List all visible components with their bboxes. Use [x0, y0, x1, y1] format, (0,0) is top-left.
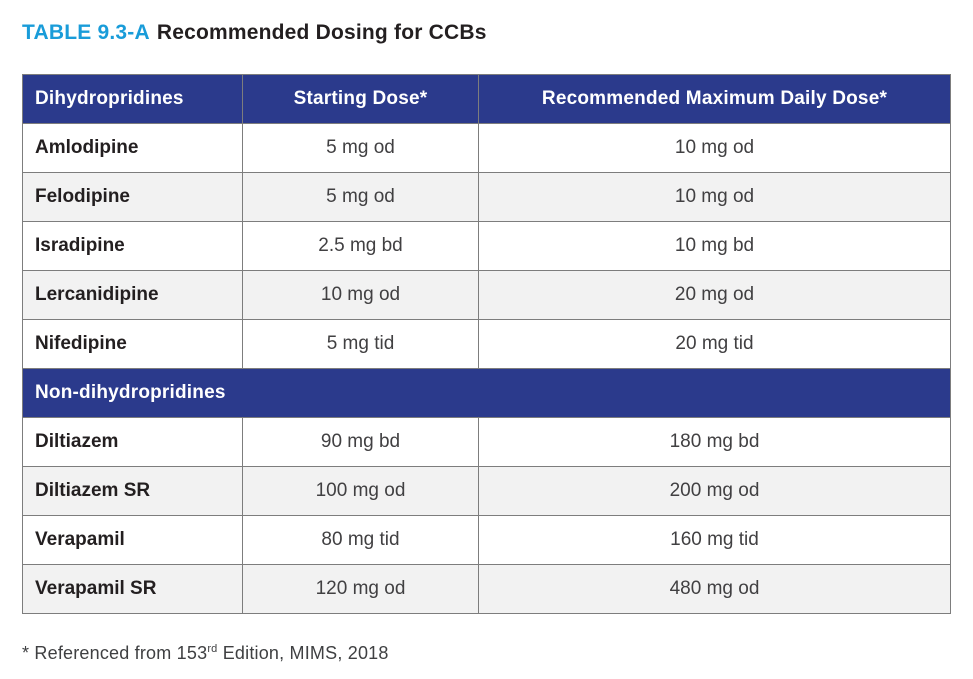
starting-dose-cell: 5 mg od	[242, 172, 479, 222]
drug-name-cell: Amlodipine	[22, 123, 243, 173]
max-dose-cell: 10 mg bd	[478, 221, 951, 271]
footnote-suffix: Edition, MIMS, 2018	[217, 643, 389, 663]
table-row-diltiazem: Diltiazem 90 mg bd 180 mg bd	[22, 417, 951, 467]
section-header-non-dihydropridines: Non-dihydropridines	[22, 368, 951, 418]
table-row-lercanidipine: Lercanidipine 10 mg od 20 mg od	[22, 270, 951, 320]
max-dose-cell: 160 mg tid	[478, 515, 951, 565]
table-row-verapamil-sr: Verapamil SR 120 mg od 480 mg od	[22, 564, 951, 614]
starting-dose-cell: 5 mg od	[242, 123, 479, 173]
section-header-row: Non-dihydropridines	[22, 368, 951, 418]
footnote-prefix: * Referenced from 153	[22, 643, 208, 663]
starting-dose-cell: 5 mg tid	[242, 319, 479, 369]
table-row-verapamil: Verapamil 80 mg tid 160 mg tid	[22, 515, 951, 565]
max-dose-cell: 200 mg od	[478, 466, 951, 516]
column-header-starting-dose: Starting Dose*	[242, 74, 479, 124]
table-row-amlodipine: Amlodipine 5 mg od 10 mg od	[22, 123, 951, 173]
drug-name-cell: Nifedipine	[22, 319, 243, 369]
drug-name-cell: Diltiazem SR	[22, 466, 243, 516]
table-title-text: Recommended Dosing for CCBs	[156, 21, 487, 44]
max-dose-cell: 480 mg od	[478, 564, 951, 614]
footnote: * Referenced from 153rd Edition, MIMS, 2…	[22, 643, 950, 664]
table-row-diltiazem-sr: Diltiazem SR 100 mg od 200 mg od	[22, 466, 951, 516]
starting-dose-cell: 90 mg bd	[242, 417, 479, 467]
table-row-felodipine: Felodipine 5 mg od 10 mg od	[22, 172, 951, 222]
max-dose-cell: 10 mg od	[478, 123, 951, 173]
max-dose-cell: 20 mg tid	[478, 319, 951, 369]
page-title: TABLE 9.3-A Recommended Dosing for CCBs	[22, 20, 950, 46]
starting-dose-cell: 120 mg od	[242, 564, 479, 614]
table-number-label: TABLE 9.3-A	[22, 21, 150, 44]
max-dose-cell: 180 mg bd	[478, 417, 951, 467]
table-header-row: Dihydropridines Starting Dose* Recommend…	[22, 74, 951, 124]
table-row-isradipine: Isradipine 2.5 mg bd 10 mg bd	[22, 221, 951, 271]
starting-dose-cell: 100 mg od	[242, 466, 479, 516]
footnote-ordinal-superscript: rd	[207, 643, 218, 655]
max-dose-cell: 20 mg od	[478, 270, 951, 320]
starting-dose-cell: 10 mg od	[242, 270, 479, 320]
drug-name-cell: Verapamil	[22, 515, 243, 565]
drug-name-cell: Diltiazem	[22, 417, 243, 467]
column-header-max-daily-dose: Recommended Maximum Daily Dose*	[478, 74, 951, 124]
drug-name-cell: Isradipine	[22, 221, 243, 271]
drug-name-cell: Felodipine	[22, 172, 243, 222]
drug-name-cell: Lercanidipine	[22, 270, 243, 320]
drug-name-cell: Verapamil SR	[22, 564, 243, 614]
ccb-dosing-table: Dihydropridines Starting Dose* Recommend…	[22, 74, 951, 614]
table-row-nifedipine: Nifedipine 5 mg tid 20 mg tid	[22, 319, 951, 369]
column-header-dihydropridines: Dihydropridines	[22, 74, 243, 124]
max-dose-cell: 10 mg od	[478, 172, 951, 222]
starting-dose-cell: 80 mg tid	[242, 515, 479, 565]
starting-dose-cell: 2.5 mg bd	[242, 221, 479, 271]
